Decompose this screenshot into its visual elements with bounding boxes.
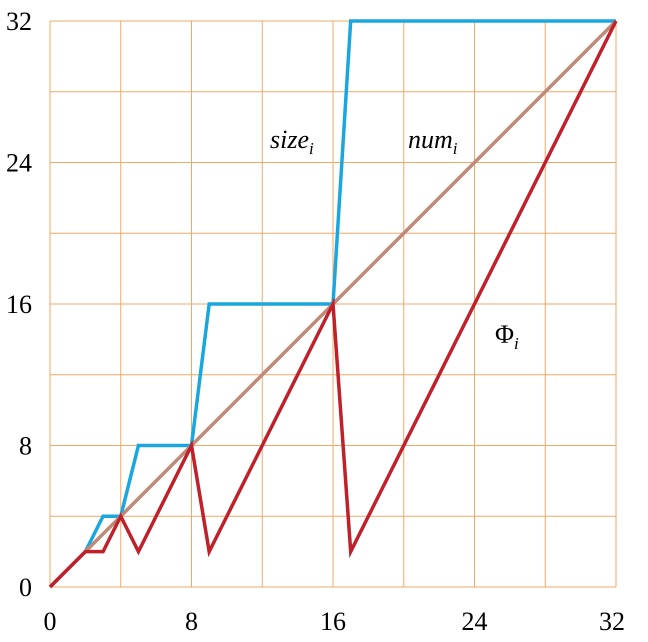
series-line-phi bbox=[48, 20, 618, 589]
x-tick-label: 32 bbox=[599, 607, 625, 636]
y-tick-label: 24 bbox=[6, 149, 32, 178]
x-tick-label: 24 bbox=[462, 607, 488, 636]
y-tick-label: 8 bbox=[19, 432, 32, 461]
series-label-phi: Φi bbox=[495, 320, 519, 353]
series-layer bbox=[48, 19, 618, 589]
y-tick-label: 0 bbox=[19, 573, 32, 602]
x-tick-label: 16 bbox=[320, 607, 346, 636]
x-tick-label: 8 bbox=[185, 607, 198, 636]
tick-layer: 0 8 16 24 32 0 8 16 24 32 bbox=[6, 7, 625, 636]
x-tick-label: 0 bbox=[44, 607, 57, 636]
y-tick-label: 32 bbox=[6, 7, 32, 36]
series-label-num: numi bbox=[408, 125, 458, 158]
series-label-size: sizei bbox=[270, 125, 314, 158]
y-tick-label: 16 bbox=[6, 290, 32, 319]
